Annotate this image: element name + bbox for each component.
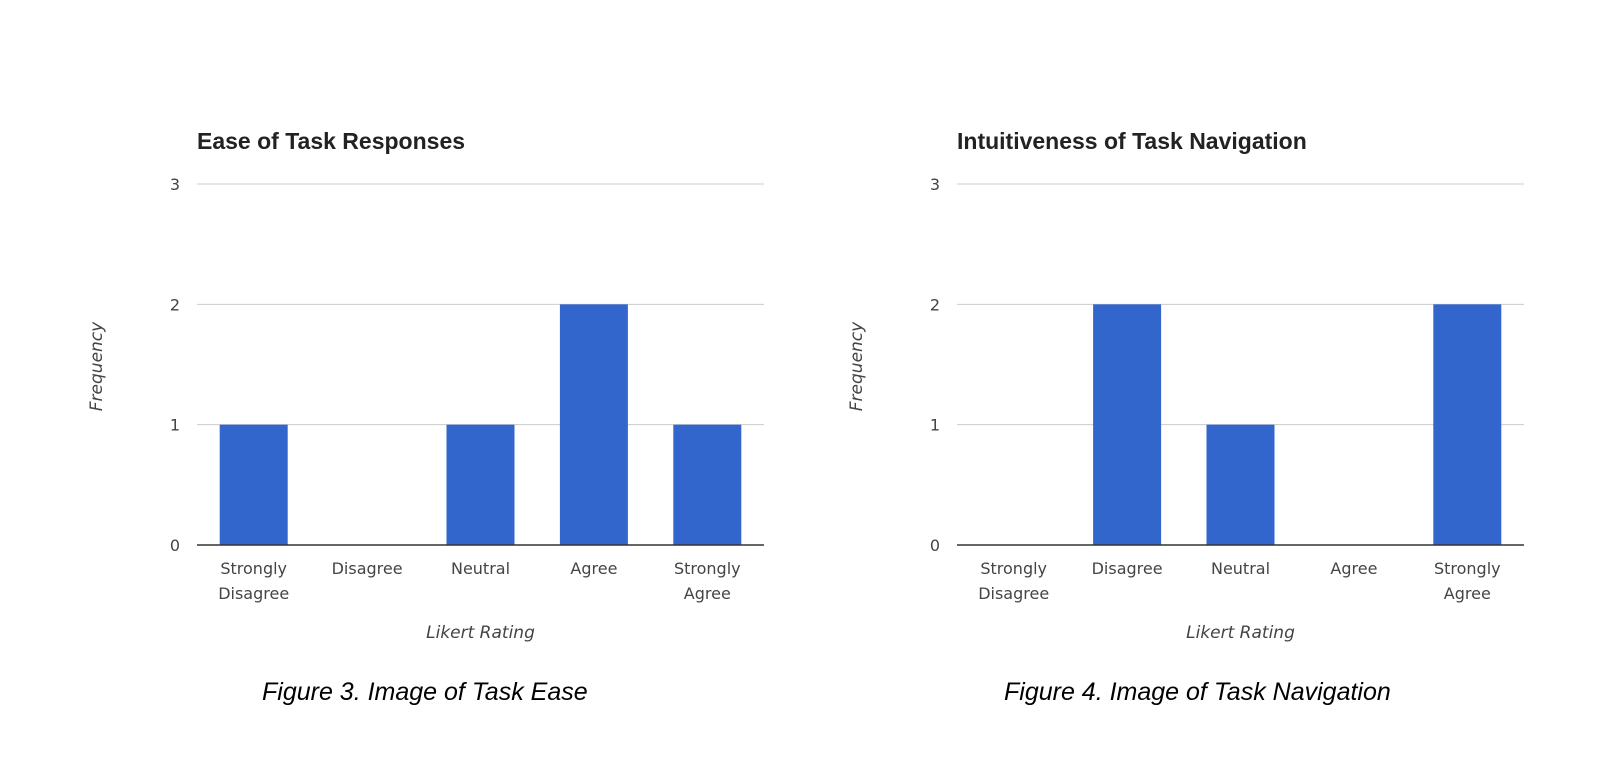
y-tick-label: 1 — [930, 416, 940, 435]
figure-task-navigation: Intuitiveness of Task Navigation 0 1 2 3 Stro… — [760, 0, 1564, 780]
chart-task-navigation: Intuitiveness of Task Navigation 0 1 2 3 Stro… — [847, 128, 1524, 643]
x-tick-label: Strongly Disagree — [218, 559, 289, 603]
bar — [559, 304, 628, 545]
y-tick-label: 1 — [170, 416, 180, 435]
x-tick-label: Disagree — [332, 559, 403, 578]
bar — [1093, 304, 1162, 545]
x-tick-label: Neutral — [451, 559, 510, 578]
chart-title: Ease of Task Responses — [197, 128, 465, 154]
y-tick-label: 3 — [930, 175, 940, 194]
bar — [1433, 304, 1502, 545]
bar — [673, 424, 742, 545]
x-tick-label: Strongly Agree — [1434, 559, 1501, 603]
y-tick-label: 0 — [930, 536, 940, 555]
x-tick-label: Disagree — [1092, 559, 1163, 578]
x-tick-label: Neutral — [1211, 559, 1270, 578]
x-axis-label: Likert Rating — [1186, 623, 1295, 643]
bar — [446, 424, 515, 545]
y-axis-label: Frequency — [87, 321, 107, 411]
y-tick-label: 2 — [930, 295, 940, 314]
bar — [219, 424, 288, 545]
y-tick-label: 3 — [170, 175, 180, 194]
y-tick-label: 0 — [170, 536, 180, 555]
x-axis-label: Likert Rating — [426, 623, 535, 643]
chart-task-ease: Ease of Task Responses 0 1 2 3 Strongly Disagr… — [87, 128, 764, 643]
figure-caption: Figure 4. Image of Task Navigation — [1004, 678, 1391, 706]
y-tick-label: 2 — [170, 295, 180, 314]
x-tick-label: Agree — [1330, 559, 1377, 578]
bar — [1206, 424, 1275, 545]
figure-caption: Figure 3. Image of Task Ease — [262, 678, 588, 706]
figure-task-ease: Ease of Task Responses 0 1 2 3 Strongly Disagr… — [87, 128, 764, 706]
y-axis-label: Frequency — [847, 321, 867, 411]
chart-title: Intuitiveness of Task Navigation — [957, 128, 1307, 154]
x-tick-label: Strongly Disagree — [978, 559, 1049, 603]
x-tick-label: Strongly Agree — [674, 559, 741, 603]
x-tick-label: Agree — [570, 559, 617, 578]
